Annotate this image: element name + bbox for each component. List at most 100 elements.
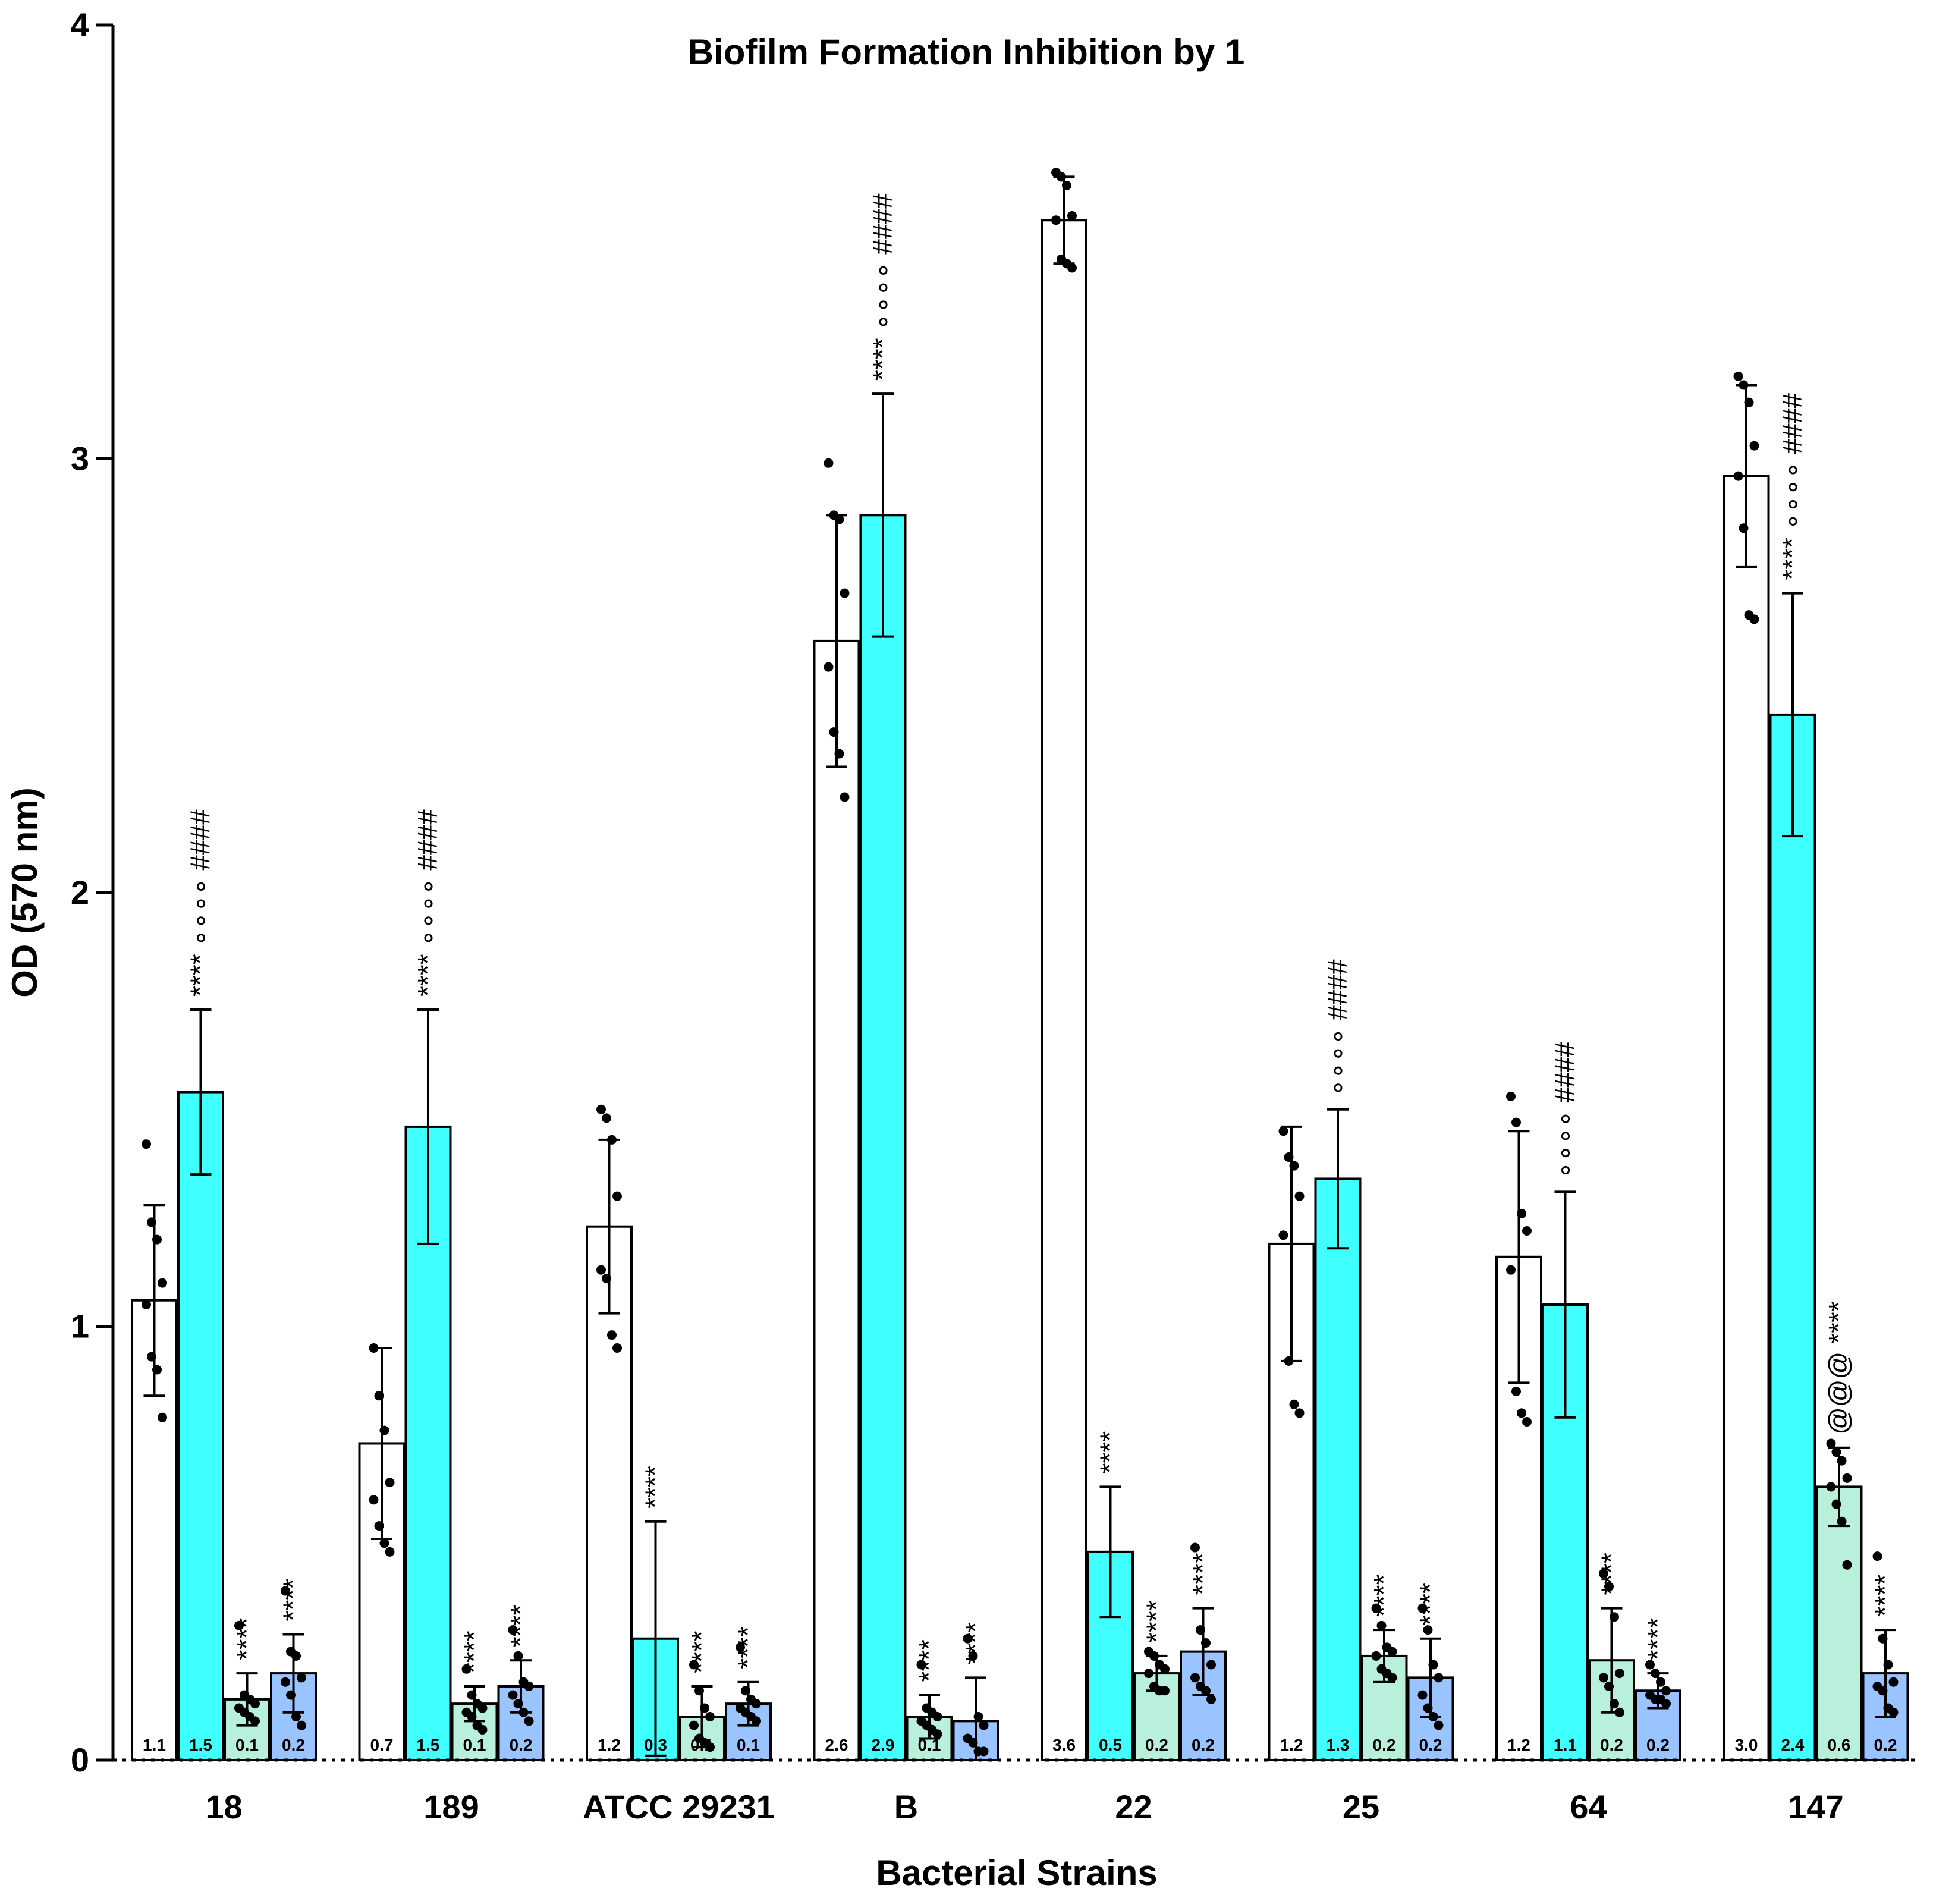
data-point <box>1434 1673 1444 1683</box>
significance-annotation: **** <box>1368 1574 1399 1617</box>
data-point <box>281 1586 290 1596</box>
bar <box>1769 713 1816 1761</box>
significance-annotation: **** <box>1095 1431 1126 1474</box>
data-point <box>840 588 850 598</box>
data-point <box>1371 1651 1381 1661</box>
bar-value-label: 0.6 <box>1828 1736 1851 1754</box>
data-point <box>1201 1686 1211 1696</box>
data-point <box>513 1699 523 1709</box>
bar-value-label: 0.2 <box>1373 1736 1396 1754</box>
data-point <box>612 1343 622 1353</box>
data-point <box>1376 1620 1387 1630</box>
data-point <box>379 1538 389 1548</box>
data-point <box>1417 1690 1428 1700</box>
data-point <box>158 1412 167 1422</box>
data-point <box>1872 1551 1882 1561</box>
data-point <box>374 1521 384 1531</box>
data-point <box>508 1690 518 1700</box>
significance-annotation: **** <box>960 1622 991 1665</box>
data-point <box>705 1712 715 1722</box>
data-point <box>477 1724 488 1735</box>
bar-value-label: 0.5 <box>1099 1736 1122 1754</box>
category-label: 25 <box>1343 1788 1379 1826</box>
data-point <box>152 1365 162 1375</box>
data-point <box>932 1729 942 1739</box>
data-point <box>1506 1091 1516 1101</box>
data-point <box>250 1716 260 1726</box>
data-point <box>524 1681 534 1691</box>
data-point <box>1517 1408 1526 1418</box>
bar-value-label: 2.9 <box>872 1736 895 1754</box>
significance-annotation: **** <box>913 1639 944 1682</box>
bar-value-label: 0.2 <box>1145 1736 1168 1754</box>
data-point <box>518 1707 529 1717</box>
data-point <box>385 1547 395 1557</box>
data-point <box>1661 1699 1671 1709</box>
significance-annotation: **** <box>1642 1617 1673 1660</box>
y-tick-label: 1 <box>71 1308 89 1345</box>
data-point <box>1190 1673 1200 1683</box>
data-point <box>1417 1603 1428 1613</box>
bar-value-label: 0.1 <box>690 1736 714 1754</box>
bar-value-label: 1.5 <box>189 1736 212 1754</box>
bar-value-label: 3.6 <box>1052 1736 1076 1754</box>
data-point <box>1294 1191 1305 1201</box>
data-point <box>1062 180 1071 190</box>
data-point <box>297 1720 306 1730</box>
data-point <box>689 1720 699 1730</box>
data-point <box>1522 1226 1532 1236</box>
data-point <box>829 727 839 737</box>
data-point <box>1615 1669 1624 1679</box>
data-point <box>1387 1673 1397 1683</box>
bar <box>1087 1550 1134 1762</box>
data-point <box>1842 1560 1852 1570</box>
bar-value-label: 0.1 <box>737 1736 760 1754</box>
bar-value-label: 1.2 <box>1507 1736 1530 1754</box>
significance-annotation: ∘∘∘∘ #### <box>1322 959 1353 1096</box>
data-point <box>147 1352 156 1362</box>
data-point <box>1831 1447 1841 1457</box>
data-point <box>467 1712 477 1722</box>
data-point <box>467 1690 477 1700</box>
data-point <box>1160 1686 1170 1696</box>
data-point <box>286 1690 296 1700</box>
significance-annotation: **** ∘∘∘∘ #### <box>867 193 898 381</box>
bar-value-label: 1.2 <box>1280 1736 1303 1754</box>
data-point <box>1656 1677 1665 1687</box>
data-point <box>752 1716 761 1726</box>
data-point <box>1604 1681 1614 1691</box>
data-point <box>234 1620 244 1630</box>
bar <box>177 1091 224 1761</box>
bar <box>1041 219 1087 1762</box>
data-point <box>1883 1660 1893 1670</box>
significance-annotation: **** <box>231 1617 262 1660</box>
category-label: 22 <box>1115 1788 1152 1826</box>
data-point <box>1615 1707 1624 1717</box>
significance-annotation: **** <box>1187 1553 1218 1595</box>
data-point <box>1749 441 1759 451</box>
y-tick-label: 4 <box>71 6 89 43</box>
data-point <box>1371 1603 1381 1613</box>
data-point <box>385 1478 395 1488</box>
data-point <box>1610 1612 1619 1622</box>
data-point <box>142 1300 151 1310</box>
bar-value-label: 1.3 <box>1327 1736 1350 1754</box>
bar <box>586 1225 633 1762</box>
bar-value-label: 0.2 <box>510 1736 533 1754</box>
bar-value-label: 0.7 <box>370 1736 394 1754</box>
data-point <box>1645 1660 1655 1670</box>
data-point <box>1878 1633 1888 1644</box>
y-tick-label: 0 <box>71 1741 89 1779</box>
data-point <box>1599 1569 1608 1579</box>
data-point <box>1511 1117 1521 1127</box>
bar-value-label: 0.3 <box>644 1736 667 1754</box>
data-point <box>1278 1126 1288 1136</box>
data-point <box>968 1651 978 1661</box>
significance-annotation: **** <box>505 1605 536 1648</box>
data-point <box>1289 1399 1299 1409</box>
y-axis-label: OD (570 nm) <box>5 787 45 997</box>
data-point <box>158 1278 167 1288</box>
data-point <box>736 1642 745 1652</box>
significance-annotation: **** <box>733 1626 763 1669</box>
data-point <box>1831 1499 1841 1509</box>
